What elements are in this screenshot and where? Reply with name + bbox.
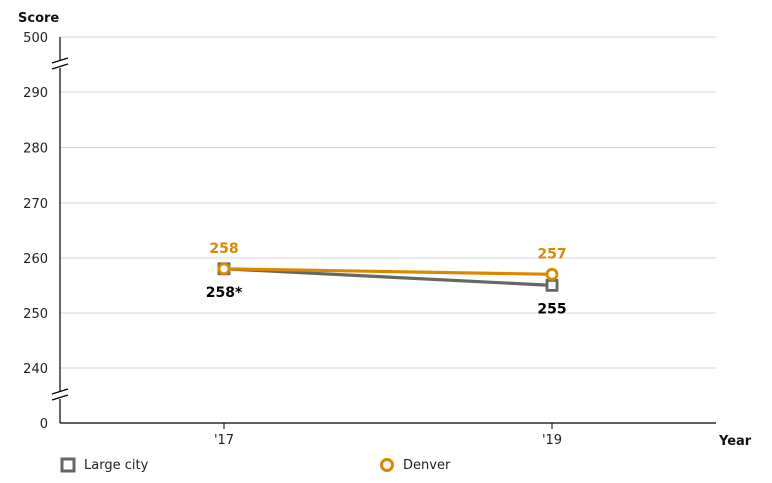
grid-lines (60, 36, 716, 369)
y-tick-label: 290 (23, 86, 48, 101)
y-axis-title: Score (18, 11, 59, 26)
axis-break-mark (51, 57, 69, 64)
square-marker-icon (60, 457, 76, 473)
series-layer (217, 262, 559, 292)
data-label: 258 (209, 241, 238, 257)
y-tick-label: 240 (23, 362, 48, 377)
axis-break-mark (51, 63, 69, 70)
y-tick-label: 0 (40, 417, 48, 432)
legend-item-denver: Denver (379, 457, 450, 473)
data-point-circle (217, 262, 231, 276)
axis-break-mark (51, 394, 69, 401)
y-tick-label: 280 (23, 142, 48, 157)
y-tick-label: 250 (23, 307, 48, 322)
data-label: 258* (206, 285, 243, 301)
y-tick-label: 500 (23, 31, 48, 46)
data-labels: 258* 255 258 257 (206, 241, 567, 318)
legend-label-denver: Denver (403, 457, 451, 473)
axes (51, 37, 716, 424)
data-point-square (545, 278, 559, 292)
axis-break-gap (54, 391, 66, 399)
legend-label-large-city: Large city (84, 457, 149, 473)
x-tick-label: '17 (214, 433, 234, 448)
y-tick-labels: 500 290 280 270 260 250 240 0 (23, 31, 48, 432)
y-tick-label: 260 (23, 252, 48, 267)
series-line (223, 267, 553, 276)
data-label: 257 (537, 246, 566, 262)
data-point-circle (545, 267, 559, 281)
circle-marker-icon (380, 458, 394, 472)
legend-item-large-city: Large city (60, 457, 148, 473)
data-label: 255 (537, 301, 566, 317)
x-axis-title: Year (718, 434, 752, 449)
x-tick-labels: '17 '19 (214, 423, 562, 448)
x-tick-label: '19 (542, 433, 562, 448)
series-line (223, 267, 553, 287)
y-tick-label: 270 (23, 197, 48, 212)
axis-break-gap (54, 60, 66, 68)
axis-break-mark (51, 388, 69, 395)
